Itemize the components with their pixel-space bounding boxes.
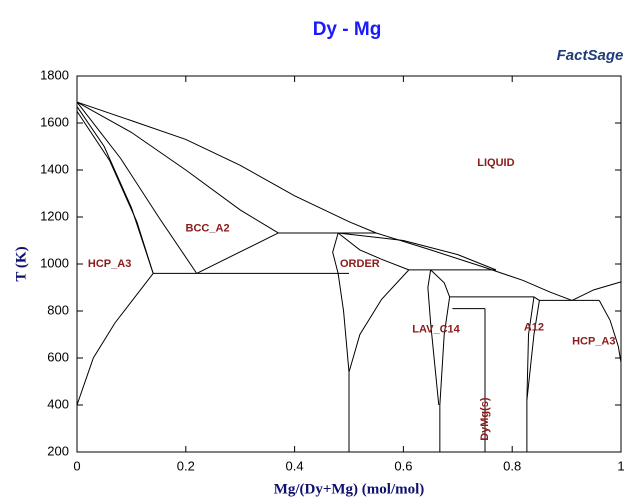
- logo: FactSage: [557, 47, 624, 64]
- y-tick-label: 800: [47, 302, 69, 317]
- region-label: DyMg(s): [479, 397, 491, 441]
- phase-boundary: [571, 281, 622, 301]
- y-tick-label: 1200: [40, 208, 69, 223]
- y-tick-label: 400: [47, 396, 69, 411]
- phase-boundary: [76, 273, 154, 406]
- phase-boundary: [598, 300, 622, 363]
- x-tick-label: 0.6: [394, 458, 412, 473]
- x-tick-label: 0.8: [503, 458, 521, 473]
- region-label: BCC_A2: [186, 223, 230, 235]
- y-tick-label: 1000: [40, 255, 69, 270]
- phase-boundary: [76, 106, 154, 274]
- phase-boundary: [196, 232, 279, 274]
- y-tick-label: 1400: [40, 161, 69, 176]
- region-label: A12: [524, 321, 544, 333]
- phase-boundary: [526, 296, 540, 401]
- x-axis-label: Mg/(Dy+Mg) (mol/mol): [274, 481, 425, 497]
- x-tick-label: 0: [73, 458, 80, 473]
- phase-boundary: [348, 269, 410, 373]
- region-label: HCP_A3: [88, 258, 131, 270]
- phase-boundary: [337, 232, 410, 271]
- phase-boundary: [430, 269, 451, 406]
- x-tick-label: 0.2: [177, 458, 195, 473]
- y-tick-label: 200: [47, 443, 69, 458]
- phase-boundary: [338, 232, 497, 271]
- phase-boundary: [76, 101, 279, 234]
- x-tick-label: 1: [617, 458, 624, 473]
- region-label: LIQUID: [477, 157, 514, 169]
- x-tick-label: 0.4: [286, 458, 304, 473]
- chart-title: Dy - Mg: [313, 19, 382, 40]
- phase-boundary: [427, 269, 440, 406]
- region-label: ORDER: [340, 258, 380, 270]
- y-tick-label: 1600: [40, 114, 69, 129]
- phase-boundary: [76, 101, 198, 274]
- phase-boundary: [76, 101, 573, 301]
- region-label: LAV_C14: [412, 324, 460, 336]
- phase-boundary: [332, 232, 350, 373]
- phase-boundary: [76, 110, 154, 274]
- y-axis-label: T (K): [13, 246, 29, 281]
- region-label: HCP_A3: [572, 335, 615, 347]
- phase-boundary: [526, 296, 535, 401]
- y-tick-label: 1800: [40, 67, 69, 82]
- y-tick-label: 600: [47, 349, 69, 364]
